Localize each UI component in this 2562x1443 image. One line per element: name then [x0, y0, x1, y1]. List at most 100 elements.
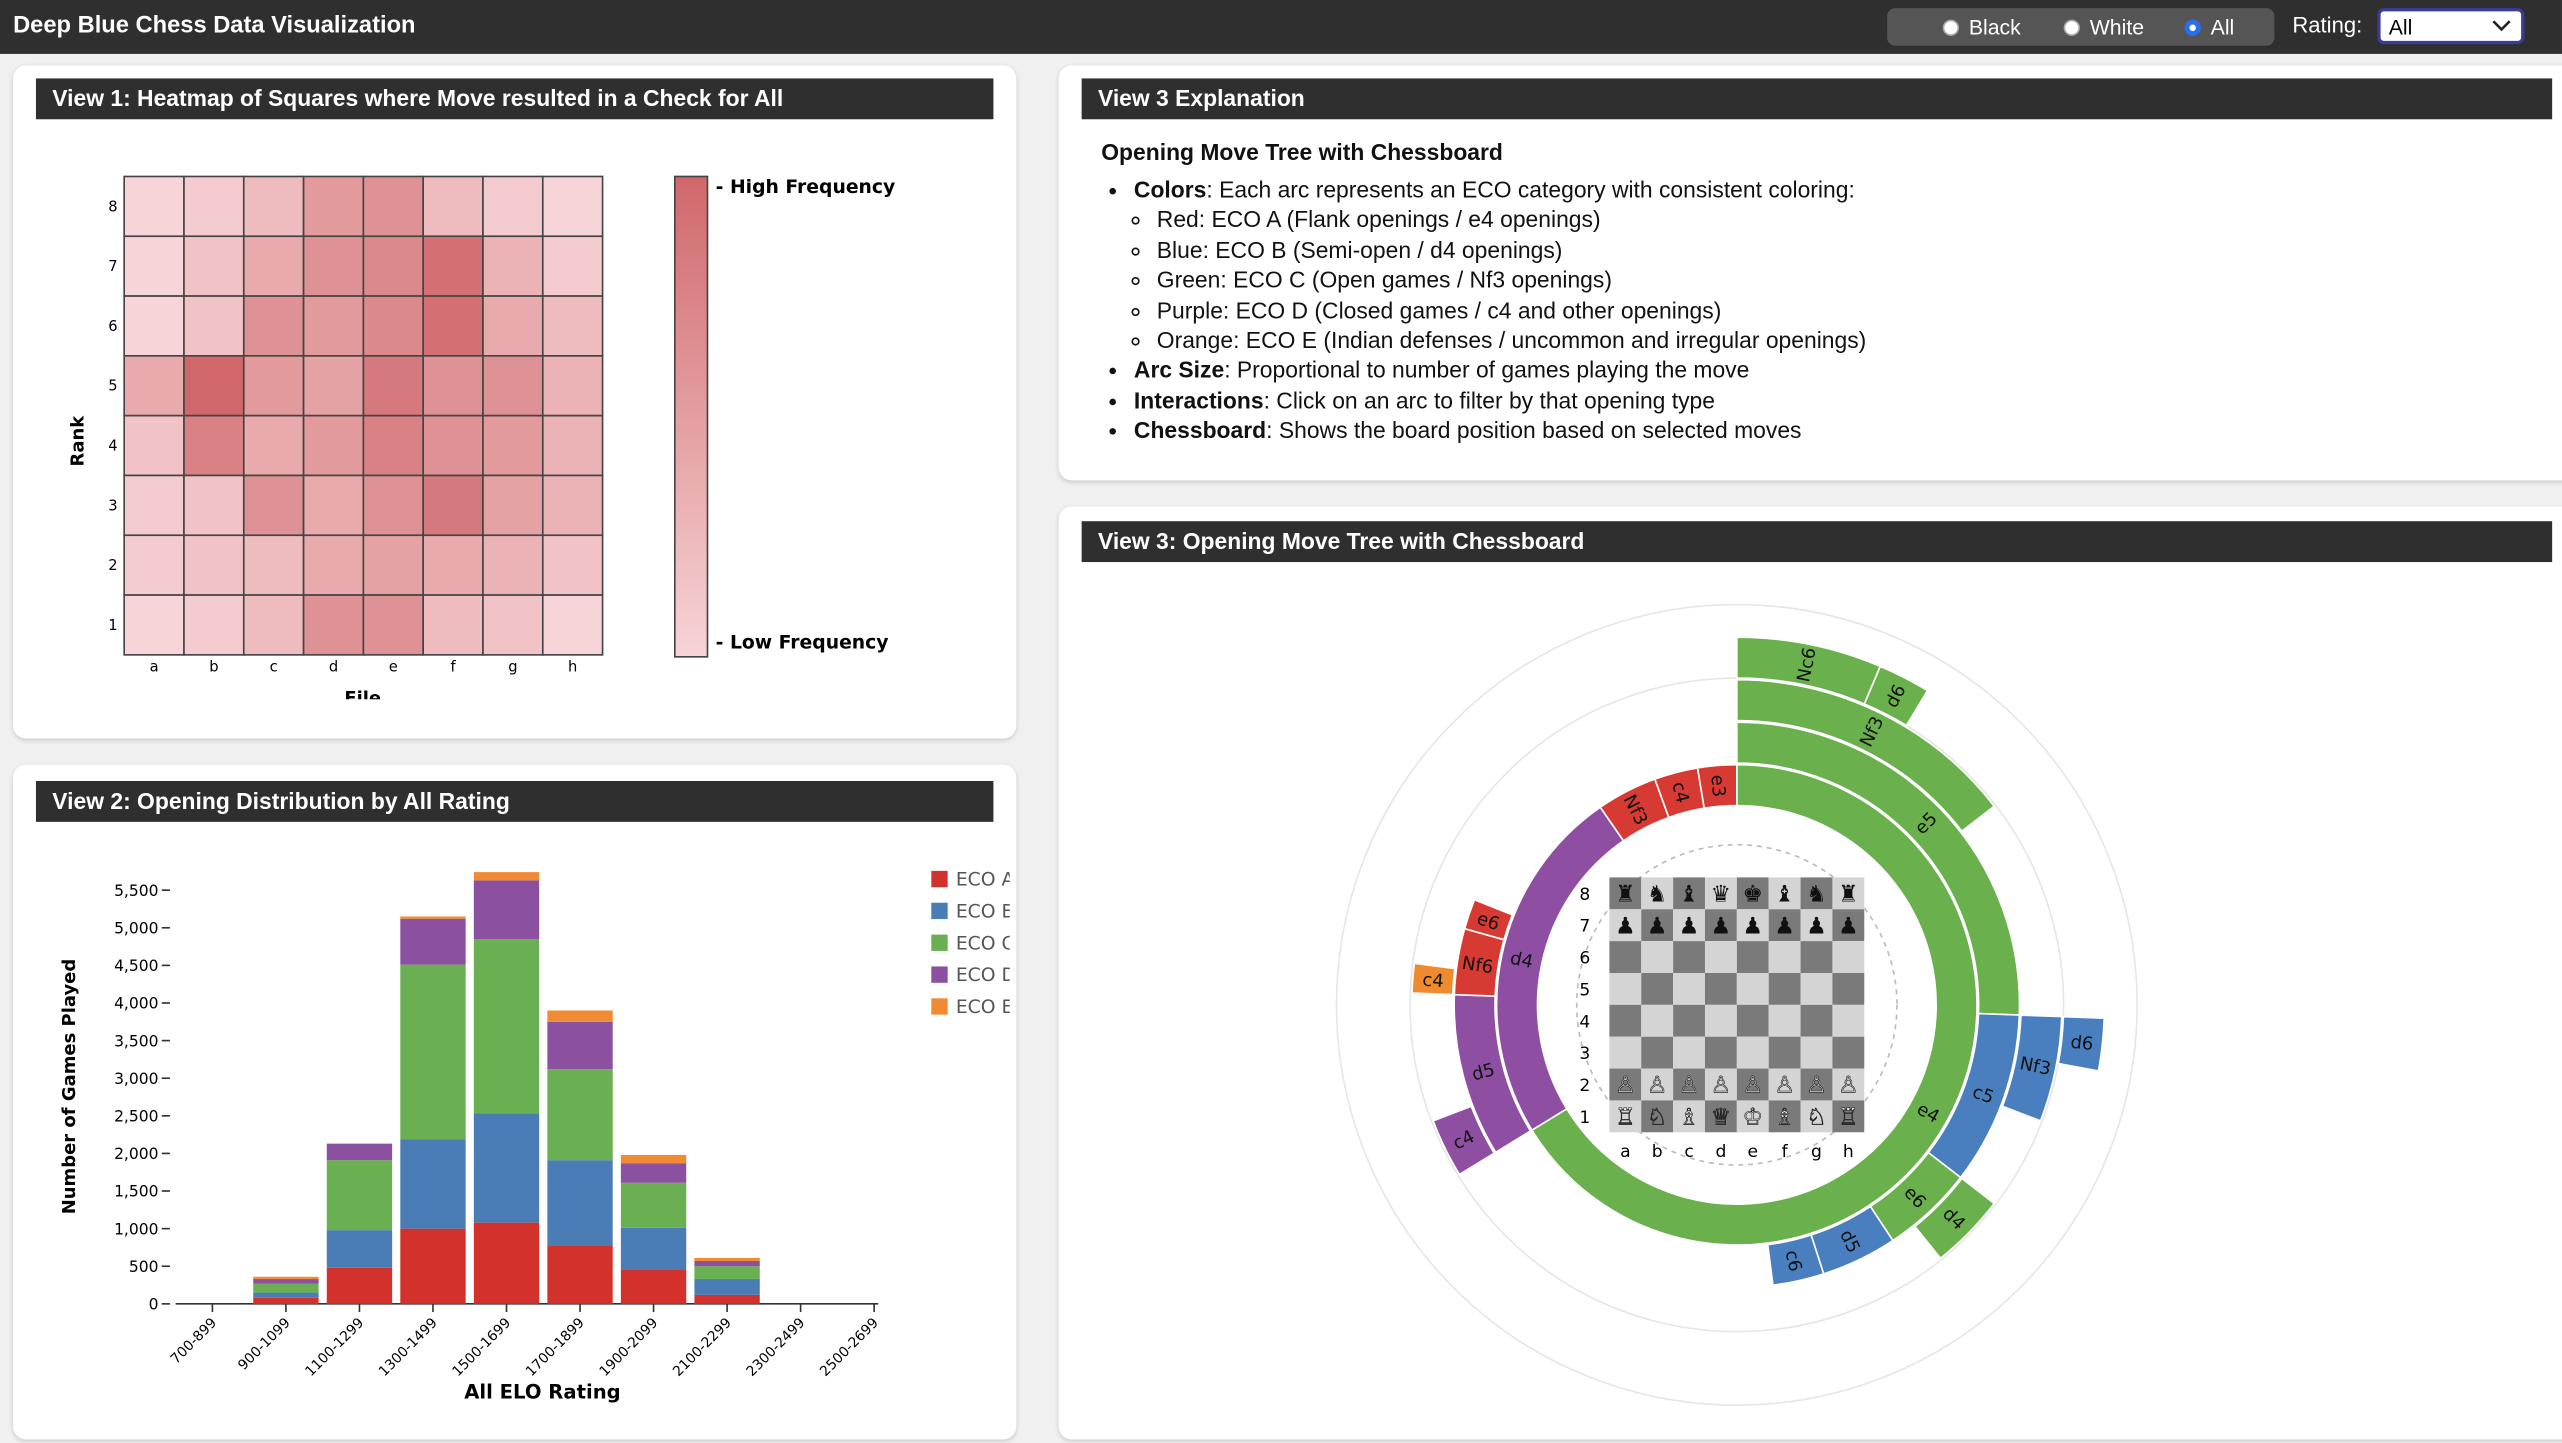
sub-item: Orange: ECO E (Indian defenses / uncommo… [1157, 325, 1867, 355]
piece: ♟ [1615, 913, 1636, 939]
legend-swatch [931, 870, 948, 888]
heat-cell [541, 474, 604, 537]
square [1768, 909, 1801, 942]
file-label: d [1715, 1142, 1726, 1162]
x-tick-label: 2100-2299 [670, 1315, 735, 1380]
player-filter: Black White All [1887, 8, 2275, 46]
y-tick-label: 2 [108, 557, 117, 574]
heat-cell [302, 414, 365, 477]
y-axis-title: Number of Games Played [59, 959, 80, 1215]
radio[interactable] [1942, 18, 1960, 36]
radio[interactable] [2184, 18, 2201, 36]
square [1736, 1036, 1769, 1069]
rating-select[interactable]: All [2377, 8, 2525, 45]
heat-cell [123, 295, 185, 357]
colorbar-label: - High Frequency [716, 177, 896, 198]
square [1609, 1004, 1642, 1037]
heat-cell [183, 474, 245, 537]
square [1673, 972, 1705, 1005]
heat-cell [183, 534, 245, 596]
x-tick-label: 700-899 [168, 1315, 220, 1367]
radio[interactable] [2063, 18, 2080, 36]
y-axis-title: Rank [67, 415, 88, 467]
arc-label: d4 [1508, 948, 1535, 973]
radio-label[interactable]: White [2089, 14, 2145, 40]
x-tick-label: h [568, 659, 577, 676]
explanation: Opening Move Tree with Chessboard Colors:… [1101, 139, 1866, 446]
heat-cell [242, 474, 305, 537]
y-tick-label: 8 [108, 198, 117, 215]
piece: ♘ [1806, 1105, 1827, 1131]
heat-cell [422, 355, 484, 417]
heat-cell [362, 175, 424, 238]
heat-cell [422, 295, 484, 357]
sub-item: Blue: ECO B (Semi-open / d4 openings) [1157, 235, 1867, 265]
heat-cell [123, 175, 185, 238]
square [1704, 1036, 1737, 1069]
piece: ♖ [1615, 1105, 1636, 1131]
piece: ♜ [1615, 882, 1636, 908]
guide-circle [1575, 843, 1898, 1166]
chevron [2492, 20, 2511, 32]
radio-option[interactable]: White [2063, 14, 2145, 40]
piece: ♙ [1743, 1073, 1763, 1099]
piece: ♙ [1838, 1073, 1858, 1099]
arc-label: Nf6 [1461, 953, 1495, 979]
heat-cell [541, 235, 604, 297]
heat-cell [183, 594, 245, 656]
bar-segment [326, 1230, 393, 1268]
heat-cell [541, 414, 604, 477]
radio-label[interactable]: Black [1968, 14, 2021, 40]
heat-cell [422, 474, 484, 537]
square [1673, 1036, 1705, 1069]
file-label: b [1652, 1142, 1663, 1162]
y-tick-label: 1 [108, 617, 117, 634]
arc [2001, 1014, 2063, 1122]
radio-label[interactable]: All [2210, 14, 2235, 40]
heat-cell [482, 414, 544, 477]
x-tick-label: 2300-2499 [744, 1315, 809, 1380]
square [1832, 1036, 1865, 1069]
heat-cell [302, 235, 365, 297]
legend-label: ECO B [956, 901, 1015, 922]
app-title: Deep Blue Chess Data Visualization [13, 13, 416, 40]
select-value[interactable]: All [2388, 14, 2413, 40]
y-tick-label: 2,500 [114, 1108, 158, 1126]
arc-label: c4 [1422, 970, 1445, 993]
piece: ♚ [1743, 882, 1763, 908]
square [1673, 941, 1705, 973]
piece: ♖ [1838, 1105, 1858, 1131]
bar-segment [547, 1245, 613, 1304]
bar-segment [694, 1257, 760, 1261]
item-text: : Each arc represents an ECO category wi… [1206, 176, 1855, 203]
piece: ♟ [1647, 913, 1668, 939]
square [1704, 1100, 1737, 1133]
heat-cell [541, 355, 604, 417]
square [1832, 941, 1865, 973]
square [1609, 909, 1642, 942]
panel-title: View 3: Opening Move Tree with Chessboar… [1081, 521, 2553, 563]
heat-cell [362, 235, 424, 297]
explanation-heading: Opening Move Tree with Chessboard [1101, 138, 1503, 166]
piece: ♙ [1806, 1073, 1827, 1099]
y-tick-label: 5,000 [114, 919, 158, 937]
rank-label: 2 [1579, 1076, 1590, 1096]
square [1673, 1100, 1705, 1133]
heat-cell [362, 355, 424, 417]
square [1832, 1100, 1865, 1133]
bar-segment [694, 1260, 760, 1267]
heat-cell [123, 414, 185, 477]
square [1609, 1036, 1642, 1069]
radio-option[interactable]: Black [1942, 14, 2021, 40]
arc [1863, 665, 1929, 727]
panel-title: View 2: Opening Distribution by All Rati… [35, 781, 994, 822]
heat-cell [123, 355, 185, 417]
square [1768, 1100, 1801, 1133]
square [1641, 909, 1674, 942]
arc-label: c6 [1781, 1248, 1806, 1273]
x-tick-label: 1700-1899 [523, 1315, 588, 1380]
square [1768, 972, 1801, 1005]
radio-option[interactable]: All [2184, 14, 2235, 40]
square [1673, 877, 1705, 910]
square [1800, 941, 1833, 973]
